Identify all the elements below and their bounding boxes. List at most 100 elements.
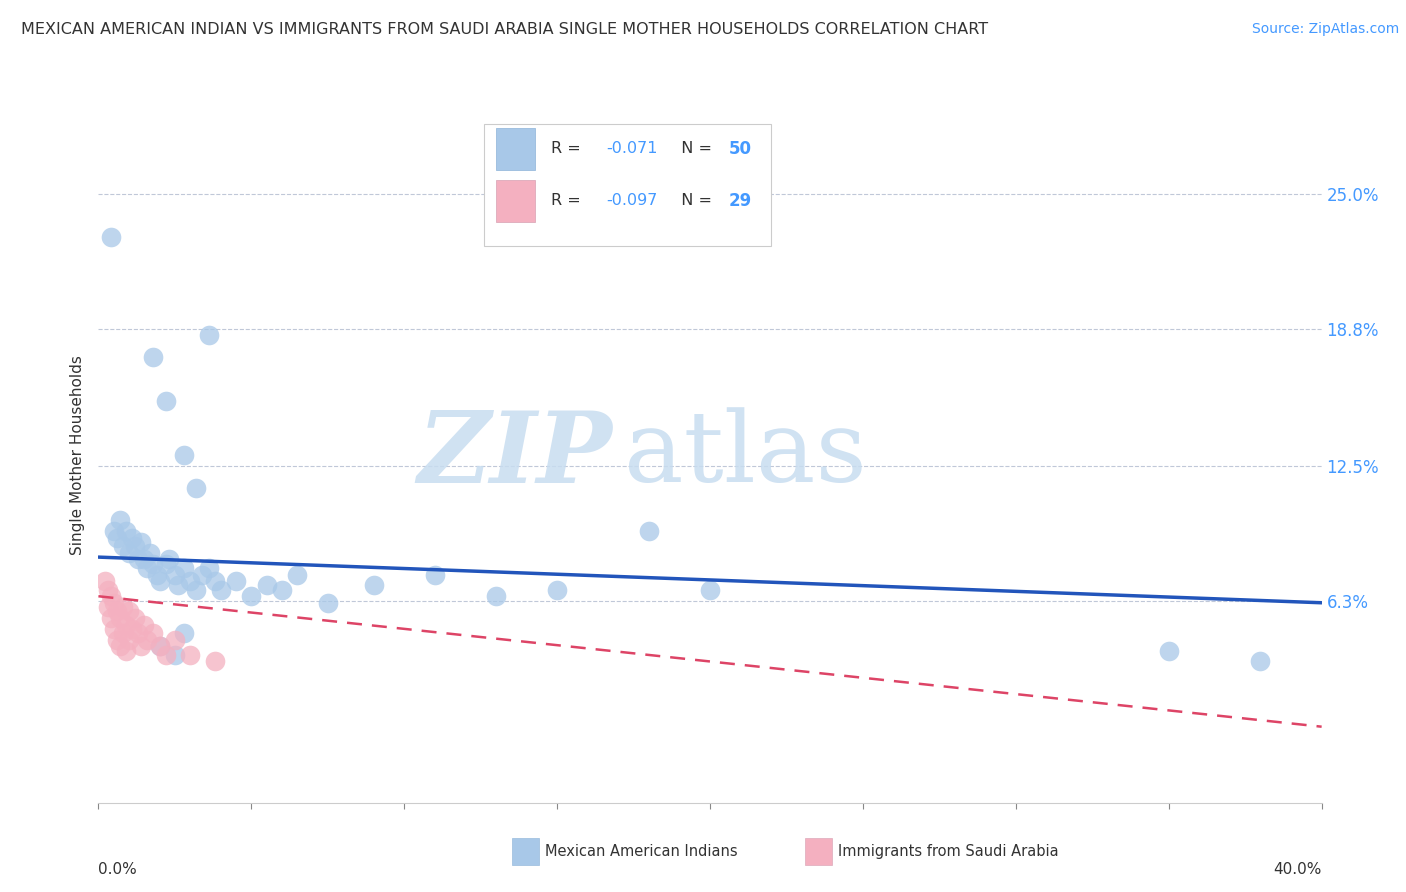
Point xyxy=(121,622,143,636)
Point xyxy=(546,582,568,597)
Point xyxy=(285,567,308,582)
Point xyxy=(115,524,138,538)
Point xyxy=(111,626,134,640)
Point xyxy=(142,557,165,571)
Point xyxy=(124,611,146,625)
Point xyxy=(100,589,122,603)
Point xyxy=(173,561,195,575)
Point xyxy=(149,639,172,653)
Point xyxy=(124,539,146,553)
Text: Immigrants from Saudi Arabia: Immigrants from Saudi Arabia xyxy=(838,844,1059,859)
Point xyxy=(256,578,278,592)
Point xyxy=(1249,655,1271,669)
Text: -0.097: -0.097 xyxy=(606,194,658,209)
Point xyxy=(155,557,177,571)
Point xyxy=(139,546,162,560)
Text: R =: R = xyxy=(551,141,586,156)
Text: 50: 50 xyxy=(728,140,751,158)
Point xyxy=(270,582,292,597)
Point xyxy=(145,567,167,582)
Point xyxy=(118,605,141,619)
Text: MEXICAN AMERICAN INDIAN VS IMMIGRANTS FROM SAUDI ARABIA SINGLE MOTHER HOUSEHOLDS: MEXICAN AMERICAN INDIAN VS IMMIGRANTS FR… xyxy=(21,22,988,37)
Point xyxy=(163,648,186,662)
Point xyxy=(363,578,385,592)
Point xyxy=(136,561,159,575)
Point xyxy=(111,539,134,553)
Point xyxy=(149,639,172,653)
Point xyxy=(118,632,141,647)
Point xyxy=(173,626,195,640)
Point xyxy=(204,574,226,588)
Point xyxy=(129,639,152,653)
Text: 0.0%: 0.0% xyxy=(98,862,138,877)
Point xyxy=(173,448,195,462)
FancyBboxPatch shape xyxy=(806,838,832,865)
Point xyxy=(105,632,128,647)
Point xyxy=(97,600,120,615)
Point xyxy=(97,582,120,597)
Point xyxy=(163,632,186,647)
Point xyxy=(142,626,165,640)
Point xyxy=(108,513,131,527)
Text: N =: N = xyxy=(671,141,717,156)
Point xyxy=(485,589,508,603)
Point xyxy=(225,574,247,588)
Point xyxy=(134,552,156,566)
Point xyxy=(103,596,125,610)
Point xyxy=(163,567,186,582)
Text: 29: 29 xyxy=(728,192,752,210)
Text: Source: ZipAtlas.com: Source: ZipAtlas.com xyxy=(1251,22,1399,37)
Point xyxy=(209,582,232,597)
Point xyxy=(105,531,128,545)
Text: N =: N = xyxy=(671,194,717,209)
Point xyxy=(155,648,177,662)
Point xyxy=(155,393,177,408)
Point xyxy=(186,582,208,597)
Point xyxy=(134,617,156,632)
Point xyxy=(1157,643,1180,657)
Point xyxy=(108,611,131,625)
Point xyxy=(167,578,190,592)
Point xyxy=(111,600,134,615)
Point xyxy=(100,611,122,625)
Point xyxy=(129,534,152,549)
Point xyxy=(118,546,141,560)
Point xyxy=(136,632,159,647)
Point xyxy=(100,230,122,244)
Point xyxy=(157,552,180,566)
Point xyxy=(121,531,143,545)
FancyBboxPatch shape xyxy=(496,128,536,169)
Text: Mexican American Indians: Mexican American Indians xyxy=(546,844,738,859)
Point xyxy=(179,648,201,662)
Point xyxy=(149,574,172,588)
Point xyxy=(115,617,138,632)
Point xyxy=(103,622,125,636)
Point xyxy=(637,524,661,538)
Point xyxy=(103,524,125,538)
Y-axis label: Single Mother Households: Single Mother Households xyxy=(70,355,86,555)
Text: atlas: atlas xyxy=(624,407,868,503)
Point xyxy=(142,350,165,364)
Point xyxy=(699,582,721,597)
Point xyxy=(423,567,446,582)
Point xyxy=(127,552,149,566)
Point xyxy=(93,574,115,588)
Point xyxy=(105,605,128,619)
Point xyxy=(240,589,263,603)
Point xyxy=(179,574,201,588)
Text: ZIP: ZIP xyxy=(418,407,612,503)
FancyBboxPatch shape xyxy=(512,838,538,865)
FancyBboxPatch shape xyxy=(484,124,772,246)
Text: 40.0%: 40.0% xyxy=(1274,862,1322,877)
Point xyxy=(115,643,138,657)
FancyBboxPatch shape xyxy=(496,180,536,222)
Text: R =: R = xyxy=(551,194,586,209)
Point xyxy=(197,328,219,343)
Text: -0.071: -0.071 xyxy=(606,141,658,156)
Point xyxy=(186,481,208,495)
Point xyxy=(108,639,131,653)
Point xyxy=(191,567,214,582)
Point xyxy=(127,626,149,640)
Point xyxy=(197,561,219,575)
Point xyxy=(316,596,339,610)
